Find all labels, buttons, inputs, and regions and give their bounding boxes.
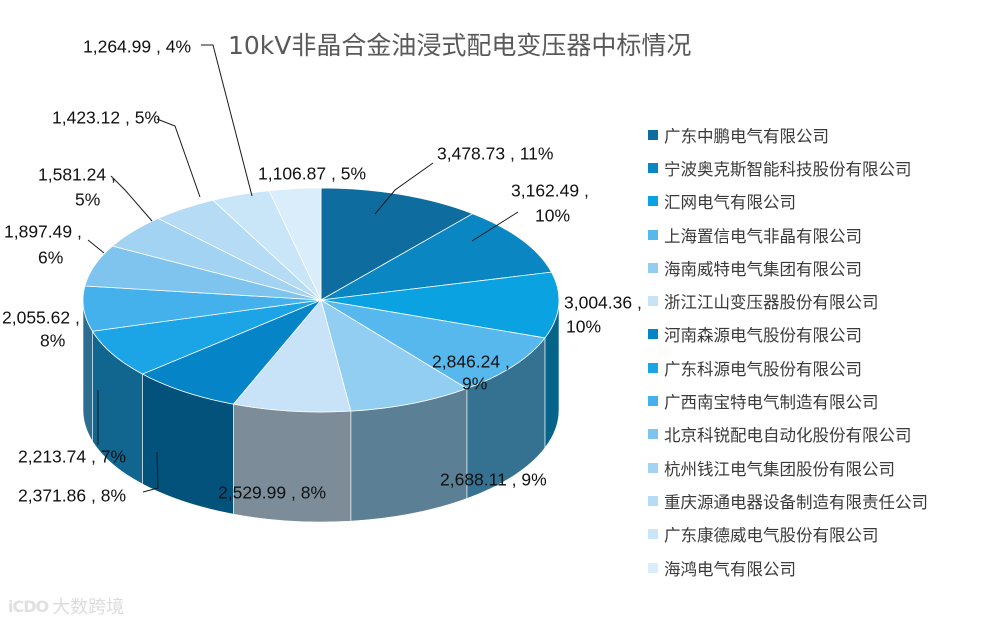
pie-slice-7 (91, 299, 322, 375)
pie-slice-5 (232, 299, 352, 413)
legend-label: 广东科源电气股份有限公司 (664, 359, 862, 379)
legend-item: 重庆源通电器设备制造有限责任公司 (648, 484, 928, 517)
data-label-2-line2: 10% (566, 317, 601, 337)
legend-label: 汇网电气有限公司 (664, 193, 796, 213)
legend-item: 海南威特电气集团有限公司 (648, 251, 928, 284)
legend-item: 宁波奥克斯智能科技股份有限公司 (648, 151, 928, 184)
legend-label: 上海置信电气非晶有限公司 (664, 226, 862, 246)
legend-label: 重庆源通电器设备制造有限责任公司 (664, 492, 928, 512)
legend-label: 海鸿电气有限公司 (664, 559, 796, 579)
leader-line-0 (374, 162, 434, 215)
legend-swatch (648, 262, 658, 273)
data-label-11: 1,423.12 , 5% (52, 108, 160, 128)
data-label-9-line2: 6% (38, 248, 63, 268)
pie-slice-6 (141, 299, 322, 405)
legend-item: 河南森源电气股份有限公司 (648, 318, 928, 351)
data-label-8-line1: 2,055.62 , (2, 308, 80, 328)
data-label-7: 2,213.74 , 7% (18, 447, 126, 467)
data-label-12: 1,264.99 , 4% (83, 37, 191, 57)
pie-tops (82, 187, 560, 413)
data-label-5: 2,529.99 , 8% (218, 483, 326, 503)
legend-item: 广东科源电气股份有限公司 (648, 351, 928, 384)
leader-line-11 (156, 118, 201, 198)
pie-sides (82, 299, 560, 523)
watermark-text: 大数跨境 (52, 597, 125, 618)
pie-slice-3 (320, 299, 546, 389)
legend-label: 广东中鹏电气有限公司 (664, 126, 829, 146)
legend-label: 宁波奥克斯智能科技股份有限公司 (664, 159, 912, 179)
legend-swatch (648, 462, 658, 473)
pie-slice-1 (320, 213, 553, 301)
pie-slice-13 (268, 187, 322, 301)
legend-item: 汇网电气有限公司 (648, 185, 928, 218)
legend-label: 河南森源电气股份有限公司 (664, 326, 862, 346)
data-label-9-line1: 1,897.49 , (4, 222, 82, 242)
leader-line-12 (201, 44, 253, 197)
data-label-10-line2: 5% (75, 190, 100, 210)
legend-label: 海南威特电气集团有限公司 (664, 259, 862, 279)
legend-item: 广东康德威电气股份有限公司 (648, 518, 928, 551)
leader-line-9 (87, 239, 105, 254)
legend-label: 广东康德威电气股份有限公司 (664, 526, 879, 546)
legend-swatch (648, 196, 658, 207)
legend-swatch (648, 362, 658, 373)
data-label-4: 2,688.11 , 9% (440, 470, 547, 490)
legend-swatch (648, 129, 658, 140)
data-labels: 3,478.73 , 11% 3,162.49 , 10% 3,004.36 , 10%… (2, 37, 642, 506)
data-label-6: 2,371.86 , 8% (18, 486, 126, 506)
legend-label: 浙江江山变压器股份有限公司 (664, 293, 879, 313)
data-label-10-line1: 1,581.24 , (38, 165, 116, 185)
legend-swatch (648, 296, 658, 307)
legend: 广东中鹏电气有限公司宁波奥克斯智能科技股份有限公司 汇网电气有限公司上海置信电气非… (648, 118, 928, 584)
pie-slice-0 (320, 187, 474, 301)
legend-swatch (648, 562, 658, 573)
legend-swatch (648, 229, 658, 240)
legend-item: 北京科锐配电自动化股份有限公司 (648, 418, 928, 451)
watermark-logo: iCDO (8, 596, 49, 616)
data-label-2-line1: 3,004.36 , (564, 293, 642, 313)
leader-line-6 (142, 451, 159, 493)
data-label-13: 1,106.87 , 5% (258, 164, 366, 184)
chart-title: 10kV非晶合金油浸式配电变压器中标情况 (228, 31, 692, 60)
leader-lines (87, 44, 519, 493)
data-label-0: 3,478.73 , 11% (437, 144, 553, 164)
data-label-1-line2: 10% (535, 206, 570, 226)
legend-item: 杭州钱江电气集团股份有限公司 (648, 451, 928, 484)
pie-slice-4 (320, 299, 468, 412)
data-label-3-line2: 9% (462, 374, 487, 394)
legend-swatch (648, 529, 658, 540)
legend-label: 杭州钱江电气集团股份有限公司 (664, 459, 895, 479)
slice-side-5 (233, 403, 352, 523)
legend-item: 浙江江山变压器股份有限公司 (648, 284, 928, 317)
legend-swatch (648, 495, 658, 506)
legend-swatch (648, 396, 658, 407)
watermark: iCDO 大数跨境 (8, 593, 124, 619)
pie-slice-2 (320, 271, 560, 339)
legend-label: 北京科锐配电自动化股份有限公司 (664, 426, 912, 446)
data-label-8-line2: 8% (40, 331, 65, 351)
legend-swatch (648, 162, 658, 173)
legend-item: 上海置信电气非晶有限公司 (648, 218, 928, 251)
legend-swatch (648, 429, 658, 440)
legend-swatch (648, 329, 658, 340)
legend-item: 海鸿电气有限公司 (648, 551, 928, 584)
data-label-1-line1: 3,162.49 , (511, 181, 589, 201)
data-label-3-line1: 2,846.24 , (432, 352, 510, 372)
legend-item: 广西南宝特电气制造有限公司 (648, 384, 928, 417)
legend-item: 广东中鹏电气有限公司 (648, 118, 928, 151)
legend-label: 广西南宝特电气制造有限公司 (664, 393, 879, 413)
leader-line-1 (471, 211, 519, 242)
leader-line-10 (110, 175, 153, 222)
